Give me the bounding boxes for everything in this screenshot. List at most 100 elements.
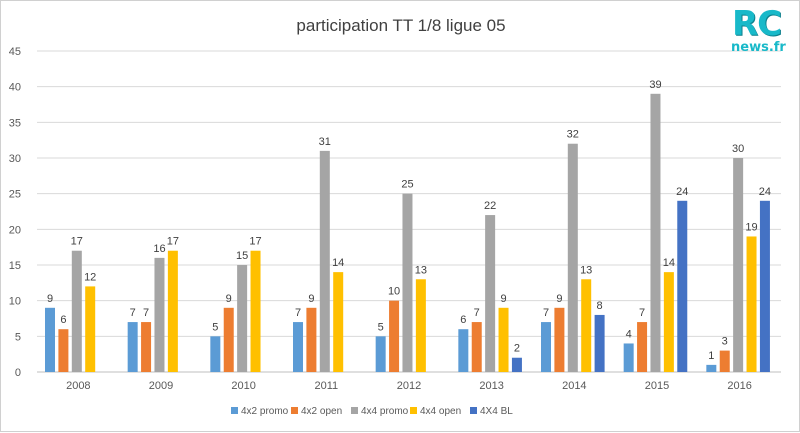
bar [293, 322, 303, 372]
data-label: 14 [332, 257, 344, 269]
y-tick-label: 5 [15, 331, 21, 343]
data-label: 30 [732, 143, 744, 155]
y-tick-label: 20 [9, 224, 21, 236]
legend-label: 4x2 open [301, 406, 342, 417]
legend-label: 4x4 promo [361, 406, 409, 417]
x-tick-label: 2012 [397, 380, 421, 392]
data-label: 19 [745, 221, 757, 233]
y-tick-label: 35 [9, 117, 21, 129]
data-label: 15 [236, 250, 248, 262]
data-label: 9 [556, 293, 562, 305]
bar [141, 322, 152, 372]
bar [650, 93, 661, 373]
y-tick-label: 25 [9, 189, 21, 201]
y-tick-label: 45 [9, 46, 21, 58]
data-label: 25 [401, 179, 413, 191]
logo-news: news.fr [731, 40, 786, 55]
bar [541, 322, 551, 372]
bar [471, 322, 482, 372]
bar [333, 272, 344, 372]
bar [167, 250, 178, 372]
y-tick-label: 30 [9, 153, 21, 165]
bar [45, 307, 55, 372]
bar [623, 343, 634, 372]
bar [210, 336, 221, 372]
x-tick-label: 2009 [149, 380, 173, 392]
bar [759, 200, 770, 372]
bar [319, 150, 330, 372]
legend-swatch [470, 407, 477, 414]
bar [458, 329, 469, 372]
data-label: 5 [212, 321, 218, 333]
data-label: 32 [567, 129, 579, 141]
x-tick-label: 2013 [479, 380, 503, 392]
x-tick-label: 2016 [727, 380, 751, 392]
bar [389, 300, 400, 372]
data-label: 16 [153, 243, 165, 255]
data-label: 4 [626, 328, 632, 340]
data-label: 7 [543, 307, 549, 319]
data-label: 5 [378, 321, 384, 333]
bar [554, 307, 565, 372]
data-label: 7 [295, 307, 301, 319]
chart-title: participation TT 1/8 ligue 05 [296, 16, 505, 35]
data-label: 3 [722, 336, 728, 348]
bar [567, 143, 578, 372]
data-label: 1 [708, 350, 714, 362]
legend-swatch [410, 407, 417, 414]
bar [498, 307, 509, 372]
data-label: 39 [649, 79, 661, 91]
legend: 4x2 promo 4x2 open 4x4 promo 4x4 open 4X4 BL [231, 406, 513, 417]
legend-label: 4X4 BL [480, 406, 513, 417]
bar [511, 357, 522, 372]
bar [719, 350, 730, 372]
x-tick-label: 2010 [231, 380, 255, 392]
legend-swatch [291, 407, 298, 414]
x-tick-label: 2008 [66, 380, 90, 392]
bar [594, 314, 605, 372]
legend-label: 4x2 promo [241, 406, 289, 417]
y-tick-label: 0 [15, 367, 21, 379]
x-tick-label: 2014 [562, 380, 586, 392]
data-label: 7 [474, 307, 480, 319]
bar [677, 200, 688, 372]
data-label: 24 [759, 186, 771, 198]
bar [485, 215, 496, 372]
bar [663, 272, 674, 372]
data-label: 8 [597, 300, 603, 312]
legend-label: 4x4 open [420, 406, 461, 417]
data-label: 6 [60, 314, 66, 326]
logo-rc: RC [732, 4, 782, 44]
data-label: 7 [130, 307, 136, 319]
data-label: 7 [639, 307, 645, 319]
data-label: 6 [460, 314, 466, 326]
data-label: 13 [415, 264, 427, 276]
legend-swatch [351, 407, 358, 414]
data-label: 24 [676, 186, 688, 198]
bar [637, 322, 648, 372]
data-label: 17 [71, 236, 83, 248]
bar [746, 236, 757, 372]
y-tick-label: 15 [9, 260, 21, 272]
bar [154, 257, 165, 372]
data-label: 9 [47, 293, 53, 305]
bar [127, 322, 138, 372]
y-tick-label: 40 [9, 82, 21, 94]
x-tick-label: 2015 [645, 380, 669, 392]
y-axis: 0 5 10 15 20 25 30 35 40 45 [9, 46, 21, 379]
x-tick-label: 2011 [315, 380, 339, 392]
data-label: 17 [167, 236, 179, 248]
bar [85, 286, 96, 372]
data-label: 31 [319, 136, 331, 148]
data-label: 14 [663, 257, 675, 269]
data-label: 17 [249, 236, 261, 248]
bar [402, 193, 413, 372]
data-label: 9 [226, 293, 232, 305]
data-label: 9 [500, 293, 506, 305]
bar [706, 364, 717, 372]
bar [415, 279, 426, 372]
bar [581, 279, 592, 372]
data-label: 12 [84, 271, 96, 283]
data-label: 2 [514, 343, 520, 355]
